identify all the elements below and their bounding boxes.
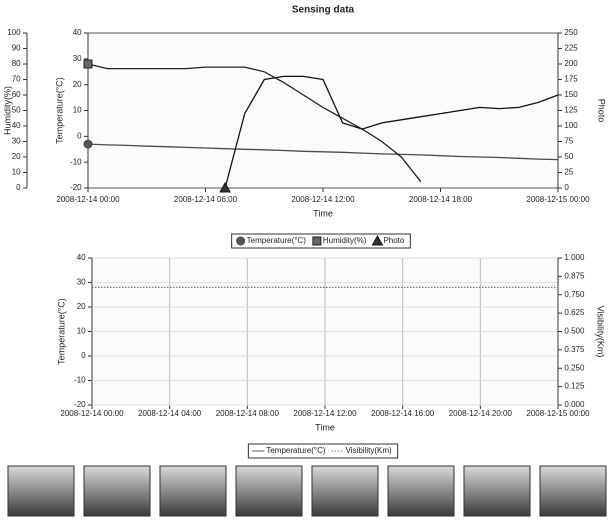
series-line xyxy=(87,63,422,183)
y-tick-label: 20 xyxy=(77,302,86,311)
y-tick-label: 0.000 xyxy=(564,400,585,409)
x-tick-label: 2008-12-14 04:00 xyxy=(138,409,202,418)
y-axis-label: Humidity(%) xyxy=(2,86,12,135)
legend-label: Temperature(°C) xyxy=(266,446,326,455)
y-tick-label: 0 xyxy=(81,351,86,360)
thumbnail[interactable] xyxy=(159,465,227,517)
y-tick-label: 225 xyxy=(564,44,578,53)
y-tick-label: 80 xyxy=(12,59,21,68)
legend: Temperature(°C) Visibility(Km) xyxy=(247,443,399,459)
y-tick-label: 0.500 xyxy=(564,327,585,336)
series-line xyxy=(87,143,559,161)
y-tick-label: 0.625 xyxy=(564,308,585,317)
y-tick-label: 10 xyxy=(12,168,21,177)
marker xyxy=(83,59,93,69)
y-tick-label: 0.375 xyxy=(564,345,585,354)
y-axis-label: Photo xyxy=(597,99,607,123)
y-tick-label: 10 xyxy=(77,327,86,336)
x-tick-label: 2008-12-14 00:00 xyxy=(56,195,120,204)
y-tick-label: 1.000 xyxy=(564,253,585,262)
y-tick-label: 25 xyxy=(564,168,573,177)
y-tick-label: 40 xyxy=(73,28,82,37)
chart-title: Sensing data xyxy=(292,5,355,16)
plot-area xyxy=(87,32,559,189)
camera-thumbnails xyxy=(7,465,607,517)
y-tick-label: 100 xyxy=(564,121,578,130)
x-tick-label: 2008-12-14 18:00 xyxy=(409,195,473,204)
x-tick-label: 2008-12-14 12:00 xyxy=(293,409,357,418)
x-axis-label: Time xyxy=(313,208,333,218)
legend-label: Photo xyxy=(383,236,404,245)
y-tick-label: 0 xyxy=(77,131,82,140)
legend: Temperature(°C) Humidity(%) Photo xyxy=(231,233,411,249)
y-tick-label: 0.125 xyxy=(564,382,585,391)
y-tick-label: 100 xyxy=(7,28,21,37)
y-tick-label: 75 xyxy=(564,137,573,146)
y-tick-label: 0 xyxy=(564,183,569,192)
y-tick-label: 0.750 xyxy=(564,290,585,299)
x-tick-label: 2008-12-15 00:00 xyxy=(526,409,590,418)
y-tick-label: 30 xyxy=(73,54,82,63)
y-tick-label: 60 xyxy=(12,90,21,99)
marker xyxy=(312,236,322,246)
y-tick-label: 20 xyxy=(12,152,21,161)
y-tick-label: 125 xyxy=(564,106,578,115)
marker xyxy=(236,236,246,246)
y-tick-label: 50 xyxy=(12,106,21,115)
y-tick-label: 150 xyxy=(564,90,578,99)
chart: Sensing data 2008-12-14 00:00 2008-12-14 0… xyxy=(2,5,607,249)
x-tick-label: 2008-12-15 00:00 xyxy=(526,195,590,204)
y-axis-label: Temperature(°C) xyxy=(54,77,64,144)
y-tick-label: 0.250 xyxy=(564,363,585,372)
y-tick-label: 10 xyxy=(73,106,82,115)
legend-box xyxy=(247,443,399,459)
marker xyxy=(371,234,384,246)
legend-label: Visibility(Km) xyxy=(346,446,392,455)
y-tick-label: 20 xyxy=(73,80,82,89)
x-tick-label: 2008-12-14 08:00 xyxy=(216,409,280,418)
y-tick-label: 50 xyxy=(564,152,573,161)
y-tick-label: -10 xyxy=(74,376,86,385)
y-tick-label: 40 xyxy=(77,253,86,262)
y-tick-label: 0.875 xyxy=(564,271,585,280)
thumbnail[interactable] xyxy=(311,465,379,517)
y-tick-label: -20 xyxy=(70,183,82,192)
legend-label: Humidity(%) xyxy=(323,236,367,245)
y-axis-label: Temperature(°C) xyxy=(56,298,66,365)
thumbnail[interactable] xyxy=(387,465,455,517)
x-axis-label: Time xyxy=(315,422,335,432)
chart: 2008-12-14 00:00 2008-12-14 04:00 2008-12-… xyxy=(56,253,606,459)
y-tick-label: -10 xyxy=(70,157,82,166)
thumbnail[interactable] xyxy=(7,465,75,517)
y-tick-label: 40 xyxy=(12,121,21,130)
y-tick-label: 30 xyxy=(12,137,21,146)
y-tick-label: 70 xyxy=(12,75,21,84)
thumbnail[interactable] xyxy=(235,465,303,517)
y-tick-label: 175 xyxy=(564,75,578,84)
thumbnail[interactable] xyxy=(83,465,151,517)
x-tick-label: 2008-12-14 00:00 xyxy=(60,409,124,418)
y-tick-label: -20 xyxy=(74,400,86,409)
x-tick-label: 2008-12-14 12:00 xyxy=(291,195,355,204)
marker xyxy=(219,181,231,193)
thumbnail[interactable] xyxy=(539,465,607,517)
thumbnail[interactable] xyxy=(463,465,531,517)
x-tick-label: 2008-12-14 06:00 xyxy=(174,195,238,204)
x-tick-label: 2008-12-14 16:00 xyxy=(371,409,435,418)
y-tick-label: 250 xyxy=(564,28,578,37)
series-line xyxy=(224,75,559,189)
y-tick-label: 90 xyxy=(12,44,21,53)
y-tick-label: 30 xyxy=(77,278,86,287)
y-tick-label: 0 xyxy=(16,183,21,192)
y-axis-label: Visibility(Km) xyxy=(596,306,606,358)
y-tick-label: 200 xyxy=(564,59,578,68)
marker xyxy=(83,139,93,149)
legend-label: Temperature(°C) xyxy=(247,236,307,245)
x-tick-label: 2008-12-14 20:00 xyxy=(449,409,513,418)
